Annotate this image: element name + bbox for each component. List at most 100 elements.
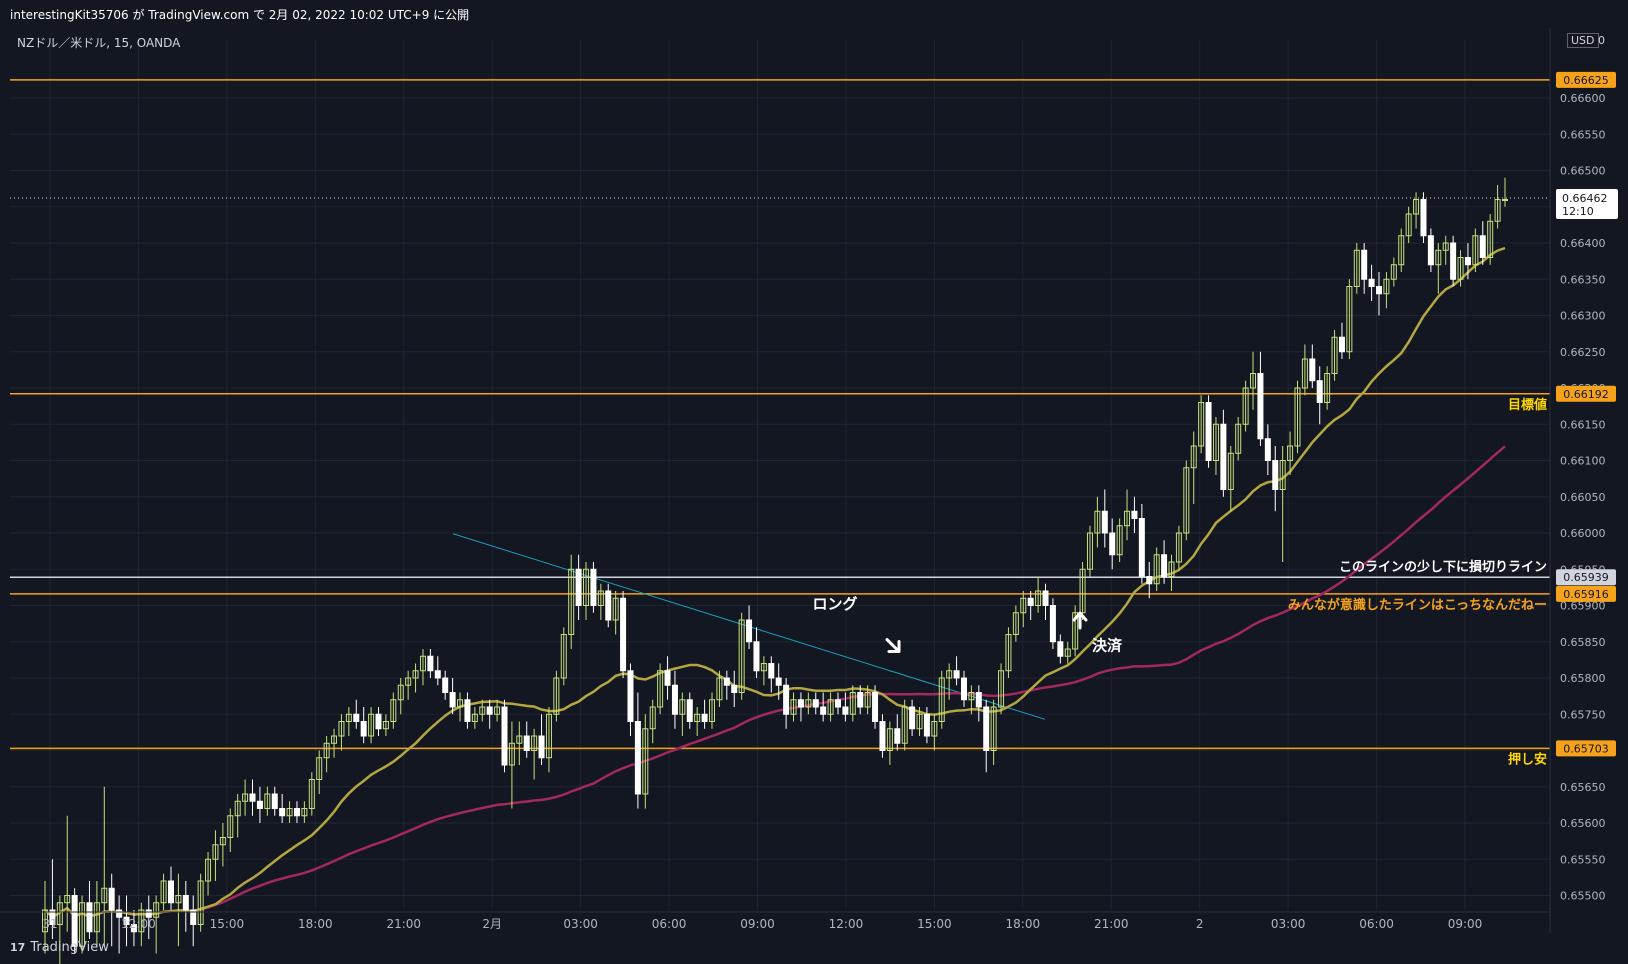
candle-body [709, 699, 716, 722]
price-axis-panel [1550, 28, 1628, 933]
candle-body [279, 808, 286, 817]
candle-body [1450, 242, 1457, 280]
candle-body [264, 793, 271, 809]
price-axis[interactable]: 0.666000.665500.665000.664500.664000.663… [1549, 28, 1628, 933]
time-axis[interactable]: 31 12:00 15:00 18:00 21:00 2月 03:00 06:00 09:00 1… [0, 911, 1550, 931]
candle-body [1383, 278, 1390, 295]
candle-body [42, 909, 48, 933]
candle-body [886, 728, 893, 751]
candle-body [946, 670, 953, 679]
candle-body [56, 902, 63, 925]
footer-brand[interactable]: 17 TradingView [10, 940, 109, 955]
candle-body [931, 721, 938, 737]
candle-body [612, 597, 619, 621]
candle-body [79, 902, 86, 947]
price-tick-label: 0.66300 [1560, 310, 1606, 323]
candle-body [1390, 264, 1397, 280]
candle-body [360, 721, 367, 737]
candle-body [419, 655, 426, 672]
candle-body [486, 706, 493, 715]
price-tick-label: 0.65600 [1560, 817, 1606, 830]
price-tag-bg [1556, 585, 1616, 602]
candle-body [953, 670, 960, 679]
candle-body [975, 692, 982, 708]
candle-body [1020, 597, 1027, 614]
candle-body [1064, 648, 1071, 657]
time-tick-label: 06:00 [1359, 917, 1394, 931]
candle-body [1376, 286, 1383, 295]
price-tick-label: 0.66600 [1560, 92, 1606, 105]
price-tick-label: 0.66350 [1560, 273, 1606, 286]
candle-body [442, 677, 449, 693]
candle-body [1442, 242, 1449, 251]
candle-body [1368, 278, 1375, 287]
candle-body [797, 699, 804, 708]
line-label: みんなが意識したラインはこっちなんだねー [1288, 597, 1547, 613]
candle-body [405, 677, 412, 686]
publish-text: interestingKit35706 が TradingView.com で … [10, 8, 470, 22]
price-tick-label: 0.66050 [1560, 491, 1606, 504]
candle-body [293, 808, 300, 817]
candle-body [345, 713, 352, 722]
candle-body [1057, 641, 1064, 657]
candle-body [1427, 235, 1434, 266]
candle-body [1146, 576, 1153, 585]
candle-body [145, 909, 152, 918]
candle-body [427, 655, 434, 672]
candle-body [1109, 532, 1116, 556]
candle-body [1049, 605, 1056, 643]
candle-body [1220, 423, 1227, 490]
candle-body [1101, 510, 1108, 534]
candle-body [256, 800, 263, 809]
candle-body [338, 721, 345, 737]
currency-label[interactable]: USD [1567, 33, 1599, 48]
candle-body [553, 677, 560, 715]
candle-body [71, 895, 78, 947]
candle-body [916, 713, 923, 730]
candle-body [857, 692, 864, 708]
candle-body [1494, 199, 1501, 222]
candle-body [746, 619, 753, 643]
candle-body [101, 887, 108, 904]
candle-body [1502, 199, 1508, 201]
candle-body [1079, 568, 1086, 614]
horizontal-lines [10, 79, 1550, 750]
candle-body [1413, 199, 1420, 215]
time-tick-label: 09:00 [740, 917, 775, 931]
candle-body [130, 924, 137, 933]
price-tick-label: 0.66550 [1560, 128, 1606, 141]
candle-body [353, 713, 360, 722]
candle-body [1116, 525, 1123, 556]
candle-body [827, 699, 834, 715]
price-tag-bg [1556, 71, 1616, 88]
price-tick-label: 0.66150 [1560, 418, 1606, 431]
candle-body [649, 706, 656, 730]
candle-body [212, 844, 219, 860]
candle-body [998, 670, 1005, 708]
price-tick-label: 0.65500 [1560, 890, 1606, 903]
candle-body [412, 670, 419, 679]
candlestick-series [42, 177, 1508, 964]
price-tick-label: 0.66000 [1560, 527, 1606, 540]
price-tag-bg [1556, 740, 1616, 757]
candle-body [1042, 590, 1049, 606]
candle-body [197, 880, 204, 925]
price-tick-label: 0.65550 [1560, 853, 1606, 866]
candle-body [716, 677, 723, 701]
candle-body [701, 713, 708, 722]
sma-slow-line [44, 445, 1506, 919]
candle-body [1338, 336, 1345, 353]
candle-body [1212, 423, 1219, 461]
candle-body [523, 735, 530, 751]
candle-body [1153, 554, 1160, 585]
candle-body [872, 692, 879, 722]
currency-code: USD [1571, 34, 1595, 47]
candle-body [1190, 445, 1197, 469]
candle-body [1324, 373, 1331, 403]
time-tick-label: 18:00 [298, 917, 333, 931]
candle-body [1086, 532, 1093, 570]
price-tag-label: 0.66192 [1563, 388, 1609, 401]
candle-body [568, 568, 575, 635]
